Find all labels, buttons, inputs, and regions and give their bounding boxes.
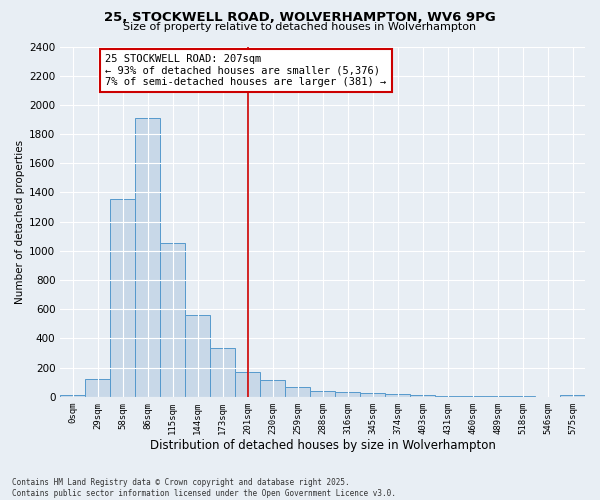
Text: Size of property relative to detached houses in Wolverhampton: Size of property relative to detached ho… <box>124 22 476 32</box>
Bar <box>85 378 110 397</box>
Bar <box>260 380 285 397</box>
Bar <box>235 372 260 397</box>
Bar <box>435 396 460 397</box>
Bar <box>360 393 385 397</box>
Bar <box>185 315 210 397</box>
Bar <box>410 394 435 397</box>
Text: Contains HM Land Registry data © Crown copyright and database right 2025.
Contai: Contains HM Land Registry data © Crown c… <box>12 478 396 498</box>
Text: 25, STOCKWELL ROAD, WOLVERHAMPTON, WV6 9PG: 25, STOCKWELL ROAD, WOLVERHAMPTON, WV6 9… <box>104 11 496 24</box>
Bar <box>460 396 485 397</box>
Bar <box>335 392 360 397</box>
Bar <box>60 396 85 397</box>
Y-axis label: Number of detached properties: Number of detached properties <box>15 140 25 304</box>
Bar <box>160 243 185 397</box>
Bar <box>285 388 310 397</box>
Bar <box>385 394 410 397</box>
Bar <box>135 118 160 397</box>
Bar <box>560 396 585 397</box>
Bar <box>310 391 335 397</box>
Bar <box>110 199 135 397</box>
Text: 25 STOCKWELL ROAD: 207sqm
← 93% of detached houses are smaller (5,376)
7% of sem: 25 STOCKWELL ROAD: 207sqm ← 93% of detac… <box>105 54 386 87</box>
Bar <box>210 348 235 397</box>
X-axis label: Distribution of detached houses by size in Wolverhampton: Distribution of detached houses by size … <box>150 440 496 452</box>
